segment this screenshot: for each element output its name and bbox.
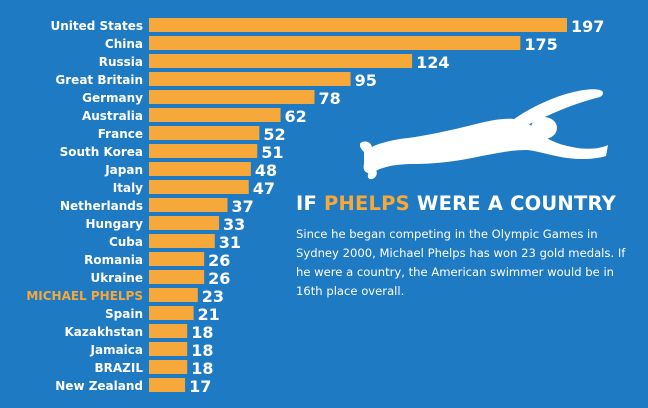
bar — [149, 54, 413, 68]
category-label: Australia — [82, 109, 143, 123]
category-label: Italy — [113, 181, 143, 195]
category-label: Jamaica — [90, 343, 144, 357]
value-label: 26 — [208, 269, 230, 288]
bar — [149, 198, 228, 212]
description: Since he began competing in the Olympic … — [296, 227, 626, 298]
value-label: 18 — [191, 323, 213, 342]
value-label: 23 — [202, 287, 224, 306]
category-label: France — [98, 127, 143, 141]
bar — [149, 162, 251, 176]
category-label: MICHAEL PHELPS — [26, 289, 143, 303]
bar — [149, 252, 205, 266]
bar — [149, 216, 220, 230]
category-label: Netherlands — [60, 199, 143, 213]
value-label: 26 — [208, 251, 230, 270]
bar — [149, 72, 351, 86]
category-label: Cuba — [109, 235, 143, 249]
value-label: 18 — [191, 341, 213, 360]
bar — [149, 234, 215, 248]
swimmer-silhouette-icon — [360, 89, 608, 180]
value-label: 124 — [416, 53, 449, 72]
category-label: China — [105, 37, 143, 51]
bar — [149, 342, 188, 356]
category-label: United States — [50, 19, 143, 33]
value-label: 21 — [198, 305, 220, 324]
value-label: 31 — [219, 233, 241, 252]
category-label: Germany — [82, 91, 143, 105]
headline: IF PHELPS WERE A COUNTRY — [296, 192, 641, 215]
value-label: 197 — [571, 17, 604, 36]
value-label: 51 — [261, 143, 283, 162]
category-label: Hungary — [85, 217, 143, 231]
headline-highlight: PHELPS — [323, 192, 410, 215]
value-label: 52 — [263, 125, 285, 144]
value-label: 17 — [189, 377, 211, 396]
category-label: Romania — [84, 253, 143, 267]
value-label: 37 — [232, 197, 254, 216]
value-label: 33 — [223, 215, 245, 234]
value-label: 48 — [255, 161, 277, 180]
bar — [149, 180, 249, 194]
bar — [149, 378, 186, 392]
category-label: BRAZIL — [95, 361, 144, 375]
bar — [149, 36, 521, 50]
bar — [149, 126, 260, 140]
title-block: IF PHELPS WERE A COUNTRY Since he began … — [296, 192, 641, 301]
bar — [149, 108, 281, 122]
bar — [149, 144, 258, 158]
bar — [149, 270, 205, 284]
bar — [149, 306, 194, 320]
category-label: Ukraine — [90, 271, 143, 285]
bar — [149, 288, 198, 302]
value-label: 18 — [191, 359, 213, 378]
category-label: Russia — [99, 55, 143, 69]
category-label: Great Britain — [55, 73, 143, 87]
category-label: New Zealand — [55, 379, 143, 393]
bar — [149, 18, 567, 32]
value-label: 175 — [524, 35, 557, 54]
category-label: South Korea — [60, 145, 143, 159]
headline-part2: WERE A COUNTRY — [409, 192, 616, 215]
value-label: 47 — [253, 179, 275, 198]
category-label: Kazakhstan — [64, 325, 143, 339]
category-label: Spain — [105, 307, 143, 321]
bar — [149, 324, 188, 338]
value-label: 78 — [319, 89, 341, 108]
value-label: 95 — [355, 71, 377, 90]
bar — [149, 90, 315, 104]
bar — [149, 360, 188, 374]
category-label: Japan — [104, 163, 143, 177]
headline-part1: IF — [296, 192, 324, 215]
value-label: 62 — [285, 107, 307, 126]
